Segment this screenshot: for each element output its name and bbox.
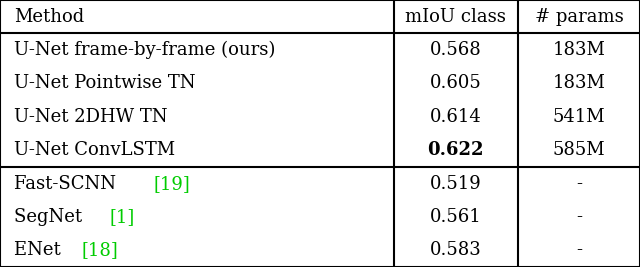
Text: -: - [576,175,582,193]
Text: 0.568: 0.568 [430,41,481,59]
Text: 0.583: 0.583 [430,241,481,259]
Text: U-Net 2DHW TN: U-Net 2DHW TN [14,108,168,126]
Text: mIoU class: mIoU class [405,8,506,26]
Text: -: - [576,241,582,259]
Text: Method: Method [14,8,84,26]
Text: 0.561: 0.561 [430,208,481,226]
Text: ENet: ENet [14,241,67,259]
Text: 183M: 183M [553,41,605,59]
Text: 541M: 541M [553,108,605,126]
Text: 0.622: 0.622 [428,141,484,159]
Text: Fast-SCNN: Fast-SCNN [14,175,122,193]
Text: -: - [576,208,582,226]
Text: 0.605: 0.605 [430,74,481,92]
Text: [18]: [18] [82,241,118,259]
Text: U-Net Pointwise TN: U-Net Pointwise TN [14,74,196,92]
Text: 0.614: 0.614 [430,108,481,126]
Text: [19]: [19] [153,175,190,193]
Text: [1]: [1] [109,208,134,226]
Text: U-Net ConvLSTM: U-Net ConvLSTM [14,141,175,159]
Text: SegNet: SegNet [14,208,88,226]
Text: 0.519: 0.519 [430,175,481,193]
Text: 585M: 585M [553,141,605,159]
Text: 183M: 183M [553,74,605,92]
Text: # params: # params [535,8,623,26]
Text: U-Net frame-by-frame (ours): U-Net frame-by-frame (ours) [14,41,275,59]
